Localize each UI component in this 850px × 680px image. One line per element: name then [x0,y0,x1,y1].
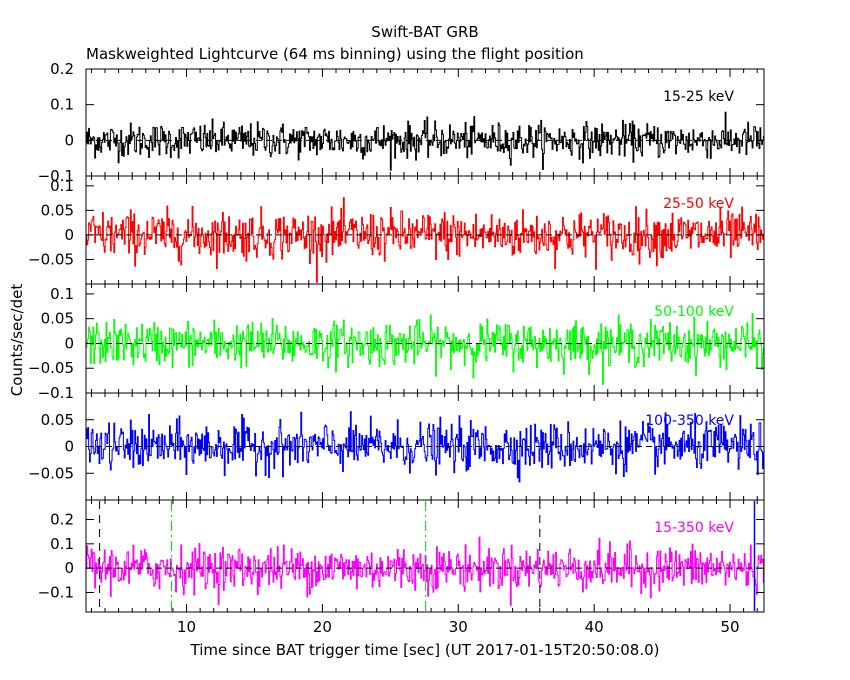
panel-frame-3 [85,283,765,394]
y-tick-label: 0 [64,334,74,352]
y-tick-label: 0 [64,226,74,244]
panel-3: −0.1 −0.05 0 0.05 0.1 50-100 keV [28,283,765,402]
panel-1: −0.1 0 0.1 0.2 15-25 keV [38,60,765,185]
y-tick-label: 0.1 [50,285,74,303]
lightcurve-3 [86,312,764,385]
y-tick-label: 0 [64,131,74,149]
lightcurve-2 [86,197,764,283]
y-tick-label: 0.2 [50,60,74,78]
x-tick-label: 20 [313,618,332,636]
x-axis-label: Time since BAT trigger time [sec] (UT 20… [190,641,660,659]
lightcurve-5 [86,536,764,606]
chart-subtitle: Maskweighted Lightcurve (64 ms binning) … [86,45,584,63]
x-tick-label: 30 [449,618,468,636]
chart-title: Swift-BAT GRB [371,23,478,41]
y-tick-label: 0.05 [41,411,74,429]
y-tick-label: 0.05 [41,201,74,219]
y-tick-label: 0.2 [50,510,74,528]
y-tick-label: 0.05 [41,310,74,328]
band-label-4: 100-350 keV [645,413,734,429]
y-tick-label: 0.1 [50,535,74,553]
y-tick-label: 0.1 [50,96,74,114]
panel-4: −0.05 0 0.05 100-350 keV [28,392,765,501]
panel-2: −0.05 0 0.05 0.1 25-50 keV [28,175,765,285]
x-tick-label: 50 [720,618,739,636]
panel-5: −0.1 0 0.1 0.2 15-350 keV [38,499,765,613]
band-label-5: 15-350 keV [654,520,734,536]
band-label-3: 50-100 keV [654,304,734,320]
lightcurve-1 [86,111,764,171]
y-tick-label: 0.1 [50,177,74,195]
y-tick-label: −0.1 [38,167,74,185]
x-tick-label: 40 [585,618,604,636]
y-tick-label: −0.1 [38,584,74,602]
band-label-2: 25-50 keV [663,196,734,212]
y-axis-label: Counts/sec/det [8,284,26,397]
y-tick-label: −0.05 [28,464,74,482]
panels-group: −0.1 0 0.1 0.2 15-25 keV −0.05 0 0.05 0.1 25-50 k… [28,60,765,636]
y-tick-label: −0.05 [28,250,74,268]
y-tick-label: −0.1 [38,384,74,402]
lightcurve-4 [86,411,764,483]
y-tick-label: 0 [64,559,74,577]
y-tick-label: 0 [64,438,74,456]
x-tick-label: 10 [177,618,196,636]
band-label-1: 15-25 keV [663,89,734,105]
panel-frame-5 [85,499,765,613]
y-tick-label: −0.05 [28,359,74,377]
